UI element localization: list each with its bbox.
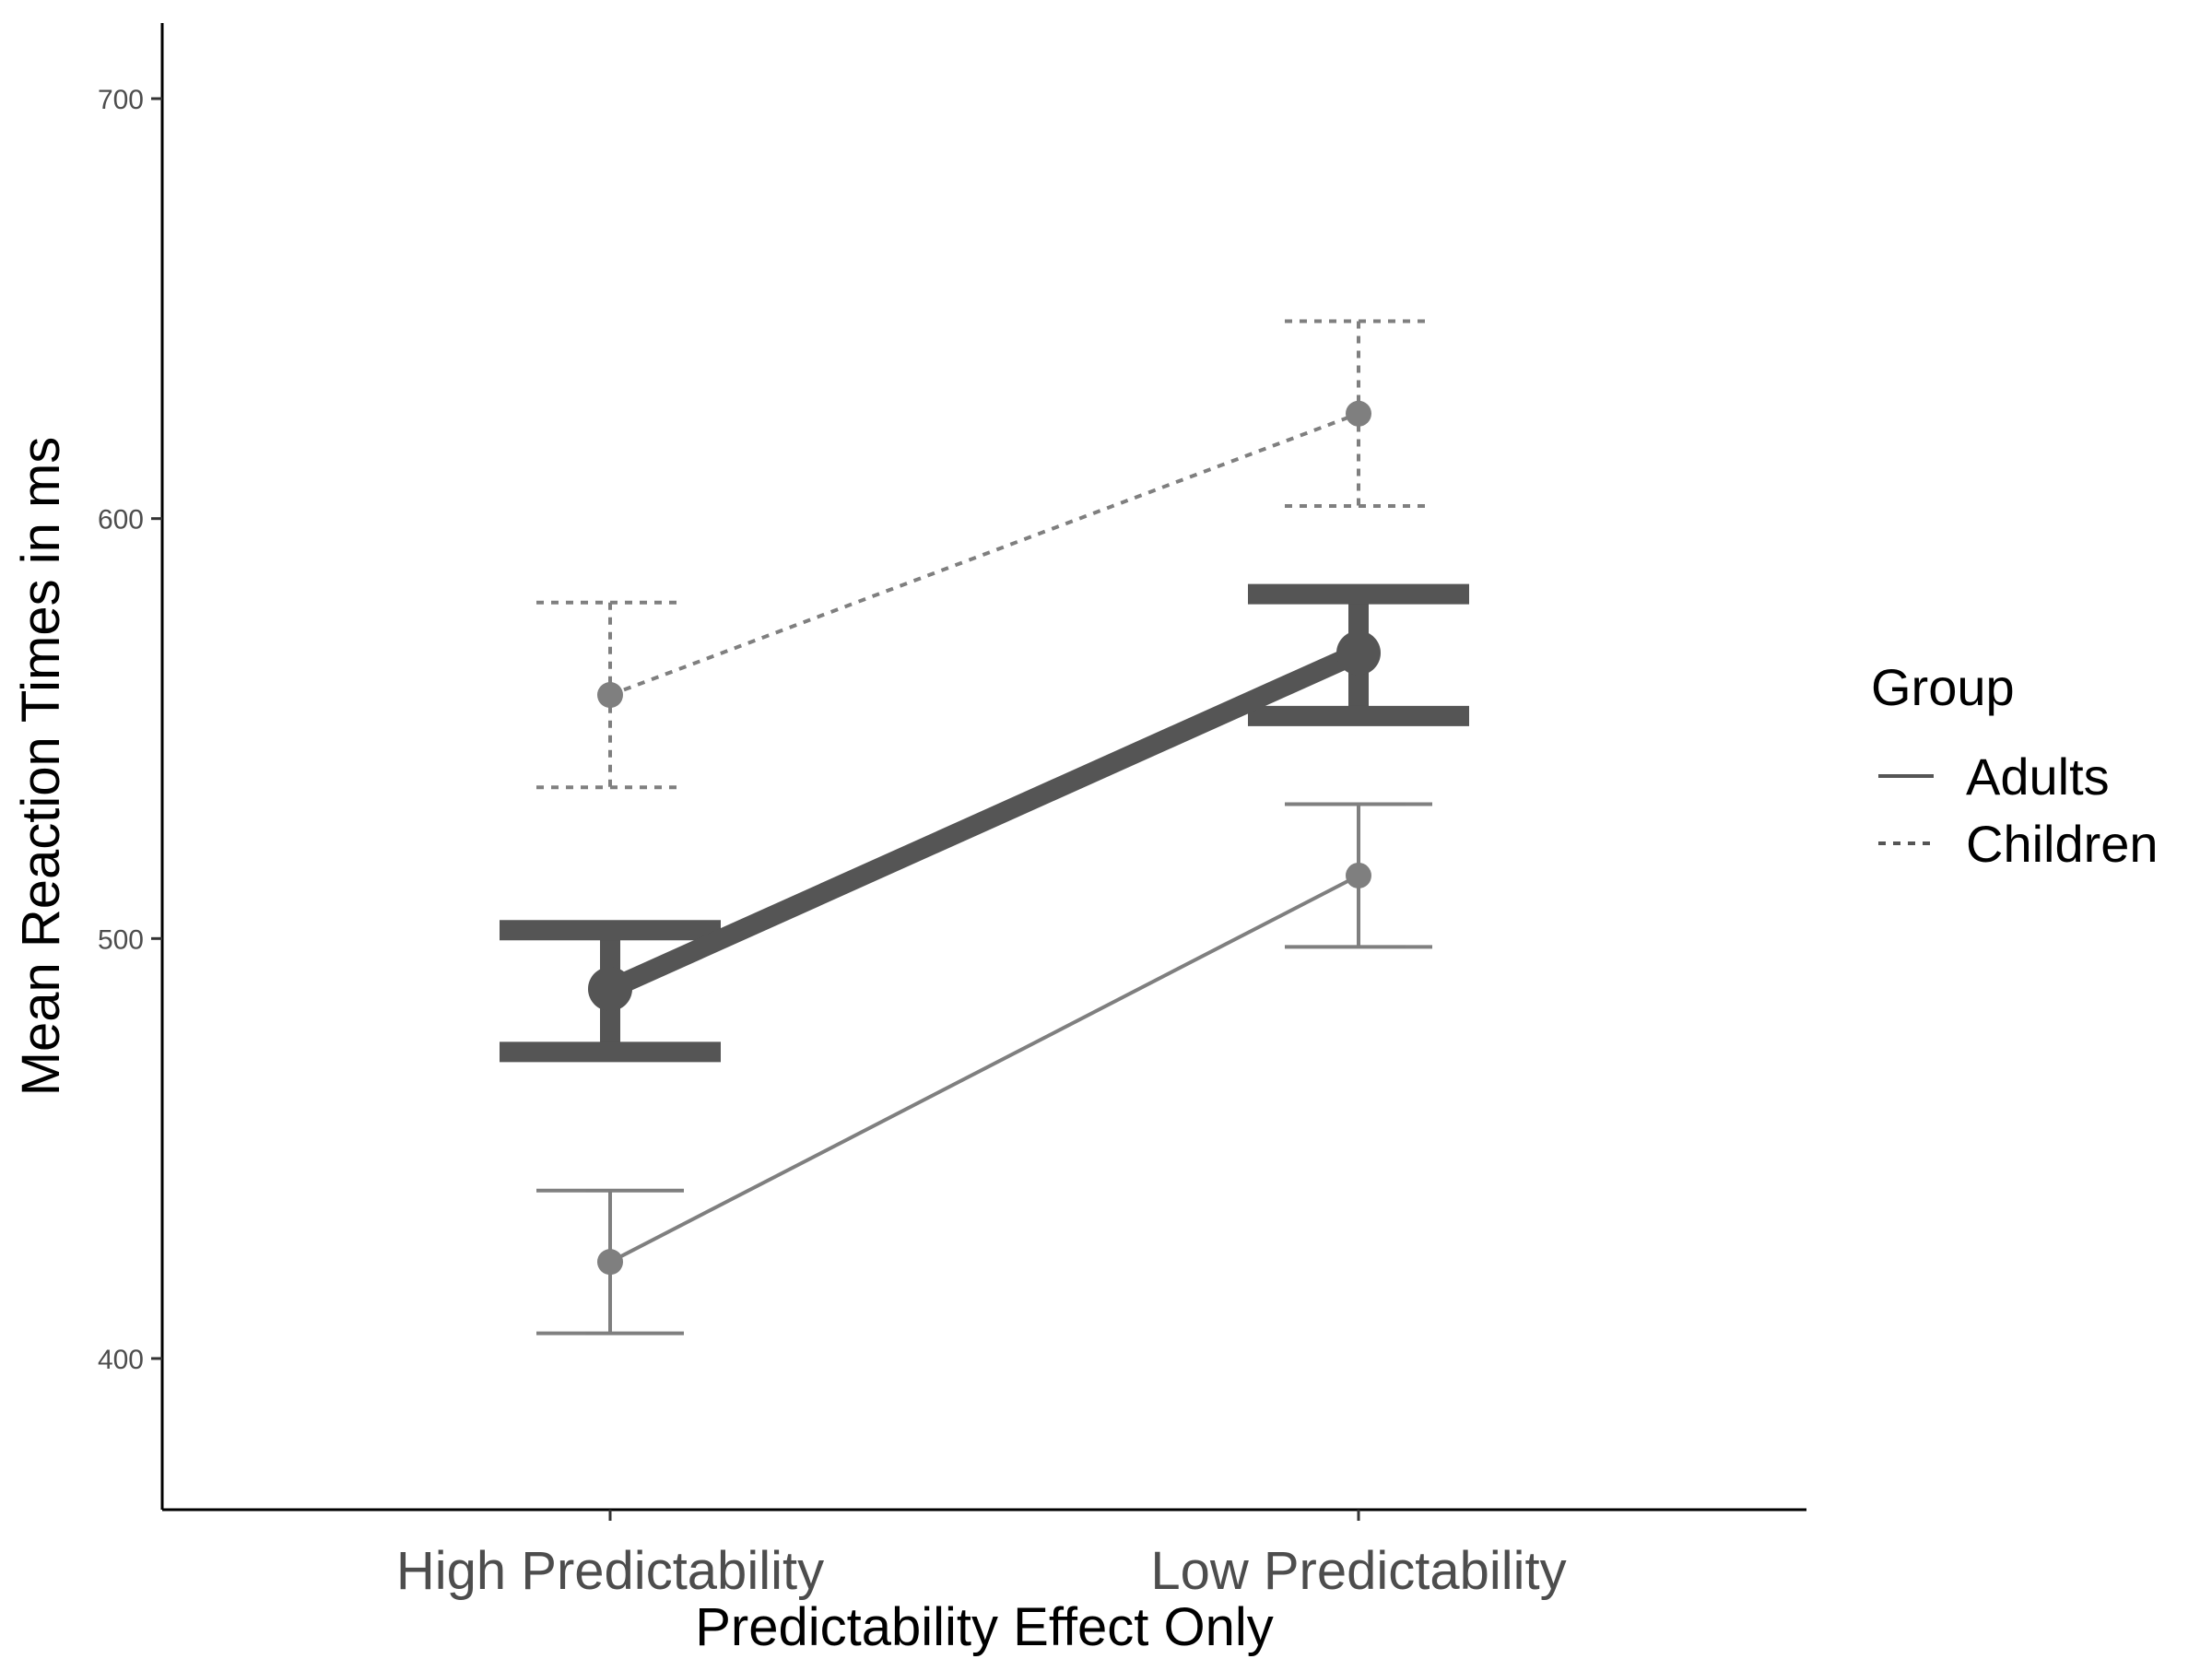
series-line-adults [609,874,1359,1264]
x-tick-label-high-predictability: High Predictability [396,1541,824,1601]
y-tick-label-500: 500 [98,924,144,955]
point-adults-0 [597,1249,623,1276]
x-axis-title: Predictability Effect Only [695,1597,1274,1657]
series-emphasis [500,583,1469,1063]
y-tick-label-700: 700 [98,85,144,115]
y-tick-label-400: 400 [98,1345,144,1375]
legend: Group Adults Children [1871,658,2159,873]
legend-title: Group [1871,658,2015,716]
y-ticks: 400 500 600 700 [98,85,162,1375]
plot-area [500,319,1469,1335]
point-adults-1 [1346,862,1371,888]
x-ticks: High Predictability Low Predictability [396,1510,1567,1601]
x-tick-label-low-predictability: Low Predictability [1150,1541,1566,1601]
point-children-0 [597,682,623,709]
point-children-1 [1346,400,1371,427]
series-adults [536,802,1432,1335]
axes: 400 500 600 700 High Predictability Low Pred… [98,23,1806,1601]
point-emphasis-1 [1336,630,1381,676]
legend-label-adults: Adults [1966,747,2110,806]
point-emphasis-0 [588,966,632,1011]
y-axis-title: Mean Reaction Times in ms [11,437,71,1097]
series-children [536,319,1432,790]
y-tick-label-600: 600 [98,505,144,535]
series-line-children [609,411,1359,697]
series-line-emphasis [606,643,1363,999]
legend-label-children: Children [1966,815,2159,873]
